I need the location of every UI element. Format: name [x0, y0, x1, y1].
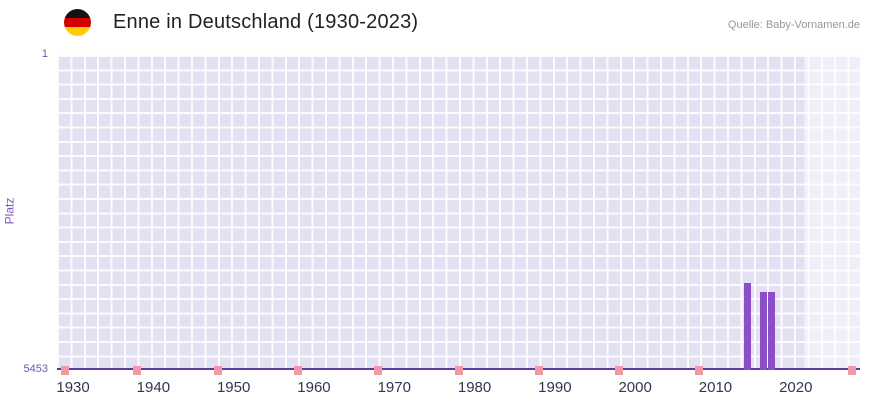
rank-bar-2014[interactable]: [744, 283, 752, 370]
recent-years-highlight-band: [803, 55, 860, 370]
y-axis-tick-top: 1: [41, 48, 48, 60]
rank-bar-2016[interactable]: [760, 291, 768, 370]
x-axis-tick-1950: 1950: [216, 379, 251, 396]
x-axis-tick-1980: 1980: [457, 379, 492, 396]
rank-bar-2017[interactable]: [768, 291, 776, 370]
plot-area: [57, 55, 860, 375]
baseline-marker: [293, 366, 302, 375]
chart-header: Enne in Deutschland (1930-2023) Quelle: …: [0, 0, 873, 46]
german-flag-icon: [64, 9, 91, 36]
baseline-marker: [61, 366, 70, 375]
x-axis-tick-1940: 1940: [136, 379, 171, 396]
baseline-marker: [534, 366, 543, 375]
x-axis-tick-1960: 1960: [297, 379, 331, 396]
chart-title: Enne in Deutschland (1930-2023): [113, 11, 419, 33]
source-credit: Quelle: Baby-Vornamen.de: [727, 19, 860, 31]
y-axis-title: Platz: [2, 197, 17, 225]
baseline-marker: [847, 366, 856, 375]
baseline-marker: [454, 366, 463, 375]
baseline-marker: [213, 366, 222, 375]
baseline-marker: [615, 366, 624, 375]
x-axis-labels: 1930 1940 1950 1960 1970 1980 1990 2000 2010 2020: [56, 379, 860, 401]
x-axis-tick-1990: 1990: [538, 379, 572, 396]
baseline-marker: [374, 366, 383, 375]
x-axis-tick-2020: 2020: [779, 379, 813, 396]
baseline-marker: [133, 366, 142, 375]
baseline-marker: [695, 366, 704, 375]
x-axis-tick-2000: 2000: [618, 379, 652, 396]
x-axis-tick-1970: 1970: [377, 379, 411, 396]
y-axis-tick-bottom: 5453: [23, 363, 48, 375]
x-axis-tick-2010: 2010: [698, 379, 733, 396]
x-axis-tick-1930: 1930: [56, 379, 90, 396]
